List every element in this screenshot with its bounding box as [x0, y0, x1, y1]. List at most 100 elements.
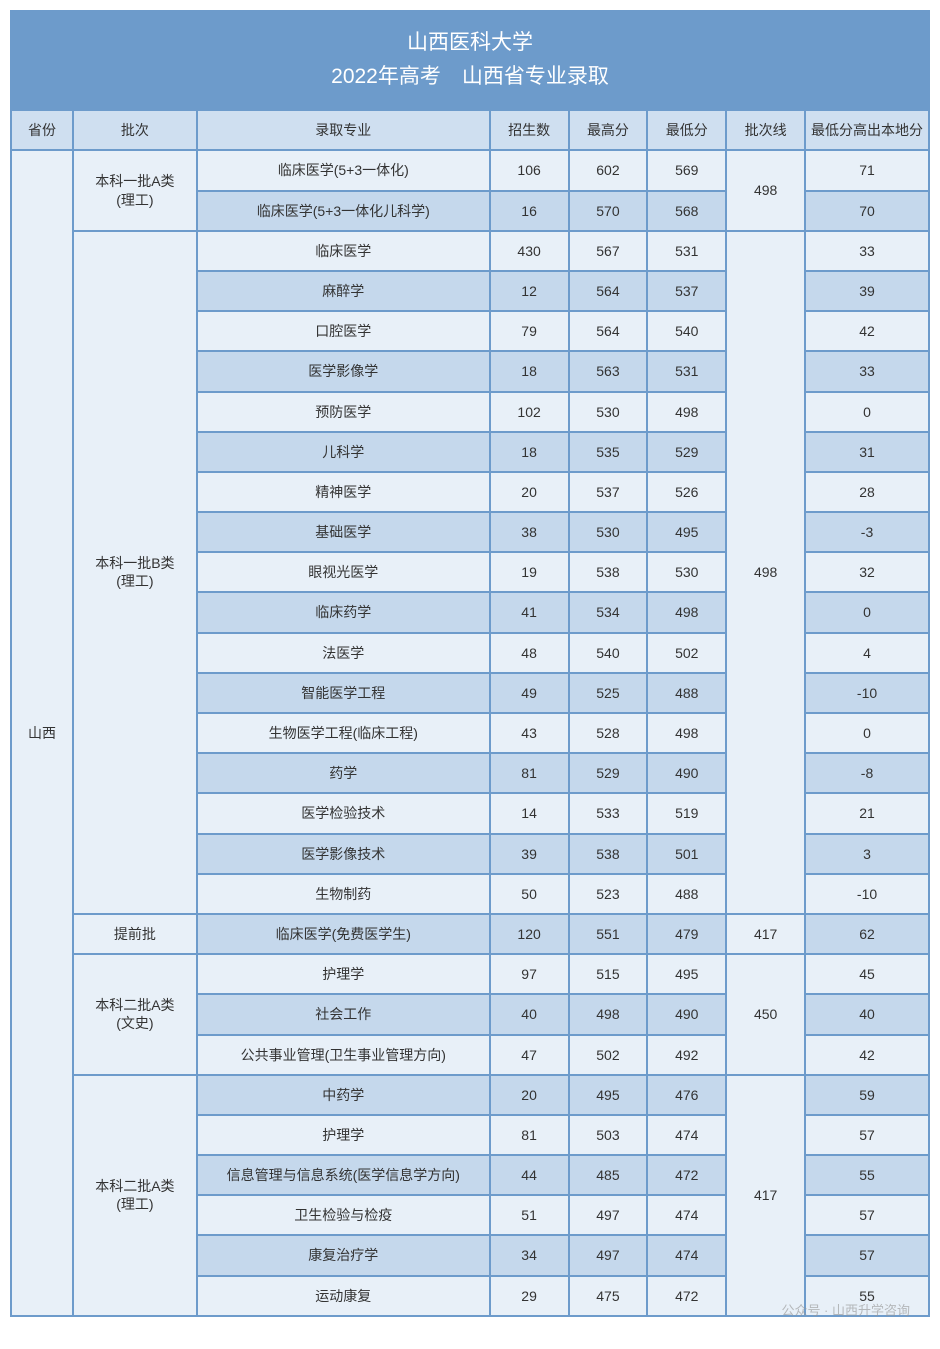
major-cell: 运动康复: [197, 1276, 490, 1316]
enroll-cell: 81: [490, 753, 569, 793]
major-cell: 麻醉学: [197, 271, 490, 311]
max-cell: 538: [569, 552, 648, 592]
min-cell: 495: [647, 954, 726, 994]
min-cell: 526: [647, 472, 726, 512]
enroll-cell: 41: [490, 592, 569, 632]
min-cell: 531: [647, 351, 726, 391]
min-cell: 474: [647, 1195, 726, 1235]
max-cell: 570: [569, 191, 648, 231]
batch-cell: 本科二批A类(理工): [73, 1075, 197, 1316]
min-cell: 472: [647, 1276, 726, 1316]
min-cell: 492: [647, 1035, 726, 1075]
batch-cell: 本科一批B类(理工): [73, 231, 197, 914]
major-cell: 精神医学: [197, 472, 490, 512]
min-cell: 519: [647, 793, 726, 833]
table-row: 本科一批B类(理工)临床医学43056753149833: [11, 231, 929, 271]
diff-cell: 45: [805, 954, 929, 994]
enroll-cell: 48: [490, 633, 569, 673]
major-cell: 临床医学(5+3一体化儿科学): [197, 191, 490, 231]
max-cell: 530: [569, 512, 648, 552]
enroll-cell: 16: [490, 191, 569, 231]
major-cell: 临床医学: [197, 231, 490, 271]
diff-cell: 70: [805, 191, 929, 231]
diff-cell: 39: [805, 271, 929, 311]
enroll-cell: 44: [490, 1155, 569, 1195]
enroll-cell: 20: [490, 1075, 569, 1115]
max-cell: 540: [569, 633, 648, 673]
major-cell: 药学: [197, 753, 490, 793]
table-row: 本科二批A类(文史)护理学9751549545045: [11, 954, 929, 994]
header-enroll: 招生数: [490, 110, 569, 150]
min-cell: 479: [647, 914, 726, 954]
min-cell: 474: [647, 1115, 726, 1155]
diff-cell: 42: [805, 1035, 929, 1075]
major-cell: 口腔医学: [197, 311, 490, 351]
diff-cell: 28: [805, 472, 929, 512]
min-cell: 472: [647, 1155, 726, 1195]
enroll-cell: 81: [490, 1115, 569, 1155]
max-cell: 515: [569, 954, 648, 994]
table-row: 山西本科一批A类(理工)临床医学(5+3一体化)10660256949871: [11, 150, 929, 190]
max-cell: 497: [569, 1195, 648, 1235]
enroll-cell: 47: [490, 1035, 569, 1075]
min-cell: 530: [647, 552, 726, 592]
enroll-cell: 14: [490, 793, 569, 833]
header-line: 批次线: [726, 110, 805, 150]
enroll-cell: 12: [490, 271, 569, 311]
diff-cell: 59: [805, 1075, 929, 1115]
diff-cell: -10: [805, 874, 929, 914]
min-cell: 490: [647, 753, 726, 793]
diff-cell: -8: [805, 753, 929, 793]
max-cell: 502: [569, 1035, 648, 1075]
min-cell: 488: [647, 874, 726, 914]
diff-cell: 32: [805, 552, 929, 592]
diff-cell: 62: [805, 914, 929, 954]
enroll-cell: 19: [490, 552, 569, 592]
enroll-cell: 34: [490, 1235, 569, 1275]
enroll-cell: 39: [490, 834, 569, 874]
enroll-cell: 79: [490, 311, 569, 351]
enroll-cell: 430: [490, 231, 569, 271]
line-cell: 417: [726, 1075, 805, 1316]
enroll-cell: 43: [490, 713, 569, 753]
diff-cell: 57: [805, 1195, 929, 1235]
max-cell: 523: [569, 874, 648, 914]
min-cell: 498: [647, 592, 726, 632]
major-cell: 基础医学: [197, 512, 490, 552]
max-cell: 563: [569, 351, 648, 391]
diff-cell: 4: [805, 633, 929, 673]
min-cell: 488: [647, 673, 726, 713]
header-min: 最低分: [647, 110, 726, 150]
major-cell: 儿科学: [197, 432, 490, 472]
max-cell: 495: [569, 1075, 648, 1115]
title-line2: 2022年高考 山西省专业录取: [12, 60, 928, 94]
min-cell: 490: [647, 994, 726, 1034]
diff-cell: 0: [805, 713, 929, 753]
major-cell: 法医学: [197, 633, 490, 673]
diff-cell: -3: [805, 512, 929, 552]
max-cell: 564: [569, 271, 648, 311]
table-body: 山西本科一批A类(理工)临床医学(5+3一体化)10660256949871临床…: [11, 150, 929, 1315]
max-cell: 538: [569, 834, 648, 874]
min-cell: 531: [647, 231, 726, 271]
major-cell: 信息管理与信息系统(医学信息学方向): [197, 1155, 490, 1195]
batch-cell: 本科一批A类(理工): [73, 150, 197, 230]
title-line1: 山西医科大学: [12, 26, 928, 60]
min-cell: 474: [647, 1235, 726, 1275]
table-row: 提前批临床医学(免费医学生)12055147941762: [11, 914, 929, 954]
diff-cell: 31: [805, 432, 929, 472]
diff-cell: 55: [805, 1276, 929, 1316]
major-cell: 眼视光医学: [197, 552, 490, 592]
max-cell: 533: [569, 793, 648, 833]
max-cell: 602: [569, 150, 648, 190]
max-cell: 537: [569, 472, 648, 512]
max-cell: 564: [569, 311, 648, 351]
max-cell: 485: [569, 1155, 648, 1195]
diff-cell: 33: [805, 351, 929, 391]
max-cell: 530: [569, 392, 648, 432]
diff-cell: -10: [805, 673, 929, 713]
diff-cell: 0: [805, 392, 929, 432]
major-cell: 护理学: [197, 1115, 490, 1155]
header-row: 省份 批次 录取专业 招生数 最高分 最低分 批次线 最低分高出本地分: [11, 110, 929, 150]
enroll-cell: 50: [490, 874, 569, 914]
